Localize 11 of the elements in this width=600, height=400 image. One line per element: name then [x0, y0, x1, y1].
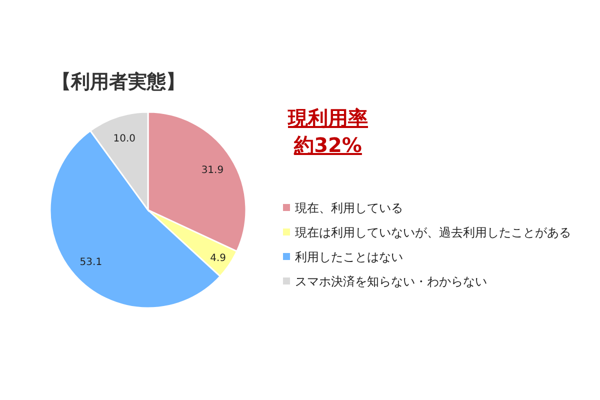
data-label: 4.9 [210, 252, 226, 264]
data-label: 10.0 [113, 133, 136, 144]
legend-label: 現在、利用している [295, 201, 403, 215]
data-label: 31.9 [201, 164, 224, 176]
data-label: 53.1 [80, 256, 102, 268]
legend-label: 利用したことはない [295, 250, 403, 264]
text: 約32% [293, 133, 362, 157]
chart-title: 【利用者実態】 [52, 71, 185, 93]
legend-label: 現在は利用していないが、過去利用したことがある [295, 226, 571, 240]
text: 現利用率 [287, 106, 368, 130]
legend-label: スマホ決済を知らない・わからない [295, 274, 487, 288]
